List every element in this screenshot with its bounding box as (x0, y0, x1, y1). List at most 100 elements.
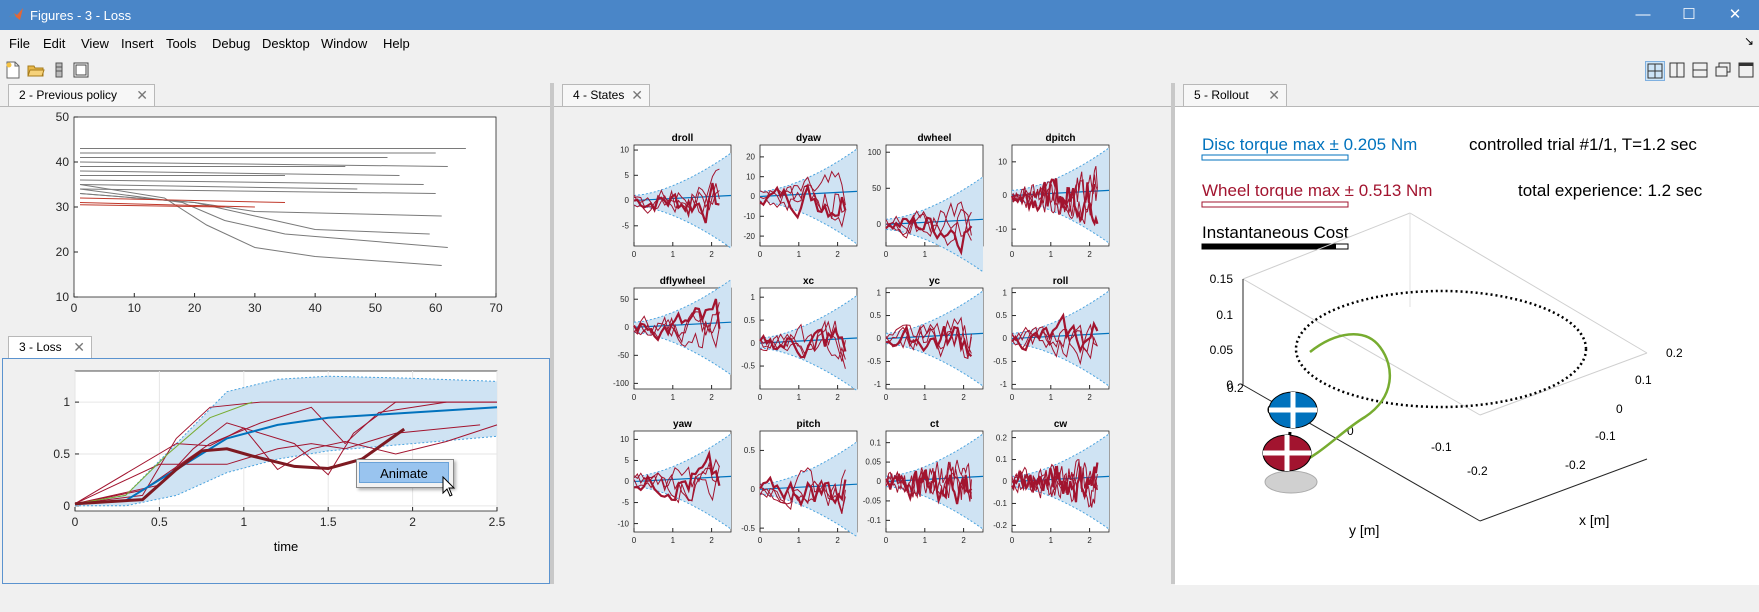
state-band (634, 153, 731, 248)
matlab-icon (9, 8, 23, 20)
x-tick-label: 2 (409, 515, 416, 529)
x-tick-label: 2 (835, 536, 840, 545)
y-tick-label: 0 (877, 334, 882, 343)
open-folder-icon[interactable] (27, 61, 45, 79)
undock-arrow-icon[interactable]: ↘ (1744, 34, 1755, 48)
y-tick-label: -0.5 (993, 357, 1007, 366)
x-tick-label: 2 (1087, 536, 1092, 545)
subplot-title: dwheel (918, 133, 952, 144)
window-title: Figures - 3 - Loss (30, 8, 132, 23)
policy-line (79, 202, 255, 208)
y-tick-label: 0.2 (996, 433, 1008, 442)
policy-line (79, 197, 286, 203)
state-band (760, 441, 857, 537)
state-trajectory (1011, 459, 1098, 508)
x-tick-label: 0 (1010, 250, 1015, 259)
y-tick-label: 0.5 (870, 311, 882, 320)
subplot-title: cw (1054, 419, 1068, 430)
disc-torque-label: Disc torque max ± 0.205 Nm (1202, 135, 1417, 154)
x-tick-label: 60 (429, 301, 443, 315)
state-trajectory (1011, 462, 1098, 508)
menu-window[interactable]: Window (321, 36, 368, 51)
menu-view[interactable]: View (81, 36, 109, 51)
plot-tools-icon[interactable] (72, 61, 90, 79)
minimize-button[interactable]: — (1635, 6, 1651, 23)
x-tick-label: 0.1 (1635, 373, 1652, 387)
tab-previous-policy[interactable]: 2 - Previous policy ✕ (8, 84, 155, 106)
z-tick-label: 0.15 (1210, 272, 1234, 286)
state-band-upper (885, 176, 984, 220)
x-tick-label: 1 (1049, 250, 1054, 259)
x-tick-label: -0.1 (1595, 429, 1616, 443)
menu-tools[interactable]: Tools (166, 36, 197, 51)
tab-loss[interactable]: 3 - Loss ✕ (8, 336, 92, 358)
state-trajectory (759, 170, 846, 206)
policy-line (79, 184, 442, 266)
state-trajectory (633, 465, 720, 504)
vertical-splitter-2[interactable] (1171, 83, 1175, 584)
x-tick-label: 0 (71, 301, 78, 315)
x-tick-label: 0 (884, 536, 889, 545)
state-band-upper (633, 152, 732, 196)
state-trajectory (885, 201, 972, 241)
tile-layout-icon[interactable] (1645, 61, 1665, 81)
tab-label: 3 - Loss (19, 340, 62, 354)
robot-trajectory (1292, 333, 1392, 469)
float-layout-icon[interactable] (1714, 61, 1732, 79)
y-tick-label: 0 (1003, 477, 1008, 486)
panel-rollout: 5 - Rollout ✕ Disc torque max ± 0.205 Nm… (1175, 83, 1759, 585)
mean-line (74, 406, 498, 505)
vertical-splitter[interactable] (550, 83, 554, 584)
y-tick-label: 1 (63, 395, 70, 409)
x-tick-label: 2 (709, 250, 714, 259)
x-tick-label: 2 (1087, 250, 1092, 259)
y-tick-label: 10 (620, 146, 629, 155)
maximize-button[interactable]: ☐ (1682, 6, 1696, 23)
x-tick-label: 0.5 (151, 515, 168, 529)
colorbar-icon[interactable] (50, 61, 68, 79)
policy-line (79, 161, 448, 167)
menu-debug[interactable]: Debug (212, 36, 251, 51)
x-tick-label: 10 (128, 301, 142, 315)
top-bottom-layout-icon[interactable] (1691, 61, 1709, 79)
controlled-trial-label: controlled trial #1/1, T=1.2 sec (1469, 135, 1697, 154)
state-trajectory (633, 302, 720, 339)
loss-content: 0 0.5 1 1.5 2 2.5 0 0.5 1 time (2, 358, 550, 584)
x-tick-label: 1 (671, 250, 676, 259)
green-line (74, 401, 253, 505)
menu-edit[interactable]: Edit (43, 36, 66, 51)
animate-menu-item[interactable]: Animate (359, 462, 449, 483)
wheel-marks (1263, 435, 1311, 471)
state-trajectory (885, 467, 972, 500)
y-tick-label: -10 (743, 212, 755, 221)
close-icon[interactable]: ✕ (73, 339, 85, 355)
new-figure-icon[interactable] (4, 61, 22, 79)
rollout-3d-chart: Disc torque max ± 0.205 Nm controlled tr… (1201, 135, 1703, 538)
tab-rollout[interactable]: 5 - Rollout ✕ (1183, 84, 1287, 106)
x-tick-label: 1 (671, 536, 676, 545)
maximize-layout-icon[interactable] (1737, 61, 1755, 79)
state-band-lower (759, 201, 858, 245)
menu-help[interactable]: Help (383, 36, 410, 51)
menu-insert[interactable]: Insert (121, 36, 154, 51)
y-tick-label: 50 (620, 295, 629, 304)
close-icon[interactable]: ✕ (1268, 87, 1280, 103)
x-tick-label: 2 (709, 536, 714, 545)
menu-file[interactable]: File (9, 36, 30, 51)
x-tick-label: 1 (797, 536, 802, 545)
state-trajectory (633, 311, 720, 349)
close-button[interactable]: ✕ (1728, 6, 1742, 23)
subplot-title: dyaw (796, 133, 821, 144)
close-icon[interactable]: ✕ (631, 87, 643, 103)
left-right-layout-icon[interactable] (1668, 61, 1686, 79)
subplot-cw: cw 0 1 2 -0.2 -0.1 0 0.1 0.2 (993, 419, 1110, 545)
close-icon[interactable]: ✕ (136, 87, 148, 103)
state-trajectory (633, 449, 721, 502)
menu-desktop[interactable]: Desktop (262, 36, 310, 51)
y-tick-label: -0.5 (741, 362, 755, 371)
tab-states[interactable]: 4 - States ✕ (562, 84, 650, 106)
y-tick-label: -0.5 (867, 357, 881, 366)
policy-line (79, 170, 400, 176)
tab-label: 2 - Previous policy (19, 88, 118, 102)
